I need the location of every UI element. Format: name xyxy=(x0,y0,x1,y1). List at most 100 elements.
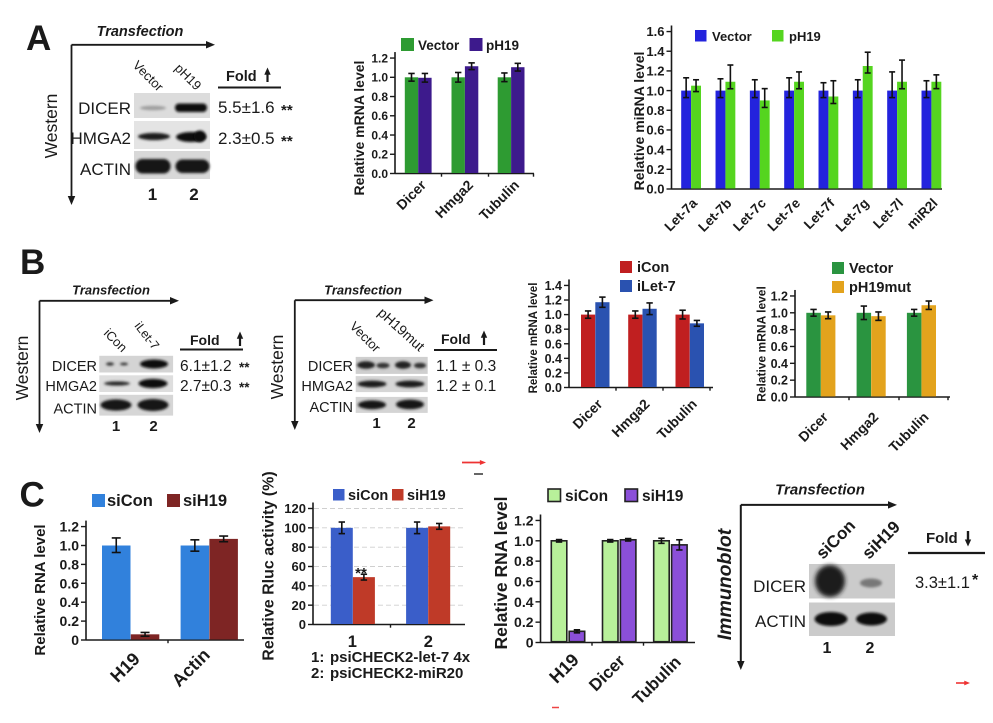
svg-text:**: ** xyxy=(281,102,293,119)
svg-text:0.6: 0.6 xyxy=(60,575,80,591)
svg-text:ACTIN: ACTIN xyxy=(310,400,354,416)
svg-text:HMGA2: HMGA2 xyxy=(301,379,353,395)
svg-text:Fold: Fold xyxy=(441,331,471,347)
svg-text:2: 2 xyxy=(866,640,875,657)
svg-text:40: 40 xyxy=(292,579,306,594)
svg-text:1.0: 1.0 xyxy=(545,308,562,322)
svg-text:2.7±0.3: 2.7±0.3 xyxy=(180,378,232,395)
svg-text:1: 1 xyxy=(348,633,357,651)
svg-text:ACTIN: ACTIN xyxy=(54,402,98,418)
svg-text:ACTIN: ACTIN xyxy=(80,160,131,179)
svg-text:DICER: DICER xyxy=(52,359,97,375)
svg-text:iLet-7: iLet-7 xyxy=(637,279,676,295)
svg-text:B: B xyxy=(20,243,45,282)
svg-text:siH19: siH19 xyxy=(407,488,446,504)
svg-text:DICER: DICER xyxy=(753,577,806,596)
svg-text:*: * xyxy=(972,572,979,589)
svg-text:**: ** xyxy=(239,360,250,375)
svg-text:0.0: 0.0 xyxy=(646,182,664,197)
svg-text:1.2: 1.2 xyxy=(60,519,80,535)
svg-text:1.0: 1.0 xyxy=(514,533,534,549)
svg-text:Relative RNA level: Relative RNA level xyxy=(491,496,511,649)
svg-text:DICER: DICER xyxy=(308,359,353,375)
svg-text:DICER: DICER xyxy=(78,99,131,118)
svg-text:0.4: 0.4 xyxy=(371,128,388,142)
svg-text:HMGA2: HMGA2 xyxy=(45,379,97,395)
svg-text:0.2: 0.2 xyxy=(514,614,534,630)
svg-text:1.0: 1.0 xyxy=(646,83,664,98)
svg-text:0: 0 xyxy=(299,617,306,632)
svg-text:ACTIN: ACTIN xyxy=(755,612,806,631)
svg-text:siCon: siCon xyxy=(107,492,153,510)
svg-text:0.0: 0.0 xyxy=(545,381,562,395)
svg-text:1.2: 1.2 xyxy=(371,51,388,65)
svg-text:**: ** xyxy=(355,565,367,582)
svg-text:1: 1 xyxy=(823,640,832,657)
svg-text:3.3±1.1: 3.3±1.1 xyxy=(915,574,970,592)
svg-text:Fold: Fold xyxy=(926,530,958,547)
svg-text:2: 2 xyxy=(149,418,157,435)
svg-text:20: 20 xyxy=(292,598,306,613)
svg-text:0.6: 0.6 xyxy=(646,123,664,138)
svg-text:Fold: Fold xyxy=(226,69,257,85)
svg-text:1.2 ± 0.1: 1.2 ± 0.1 xyxy=(436,378,496,395)
svg-text:2: 2 xyxy=(424,633,433,651)
svg-text:**: ** xyxy=(281,133,293,150)
svg-text:0.4: 0.4 xyxy=(60,594,80,610)
svg-text:Relative miRNA level: Relative miRNA level xyxy=(631,52,647,191)
svg-text:6.1±1.2: 6.1±1.2 xyxy=(180,358,232,375)
svg-text:Transfection: Transfection xyxy=(72,283,150,298)
svg-text:Relative mRNA level: Relative mRNA level xyxy=(528,283,540,394)
svg-text:0.6: 0.6 xyxy=(545,337,562,351)
svg-text:0: 0 xyxy=(526,635,534,651)
svg-text:1.2: 1.2 xyxy=(514,513,534,529)
svg-text:0.8: 0.8 xyxy=(646,103,664,118)
svg-text:siH19: siH19 xyxy=(183,492,227,510)
svg-text:psiCHECK2-let-7 4x: psiCHECK2-let-7 4x xyxy=(330,649,471,666)
svg-text:Western: Western xyxy=(12,336,32,401)
svg-text:0.6: 0.6 xyxy=(371,109,388,123)
svg-text:2: 2 xyxy=(189,185,198,204)
svg-text:Relative mRNA level: Relative mRNA level xyxy=(351,61,367,196)
svg-text:psiCHECK2-miR20: psiCHECK2-miR20 xyxy=(330,665,463,682)
svg-text:1.2: 1.2 xyxy=(646,64,664,79)
svg-text:Transfection: Transfection xyxy=(775,482,865,499)
svg-text:60: 60 xyxy=(292,559,306,574)
svg-text:1.4: 1.4 xyxy=(646,44,665,59)
svg-text:2:: 2: xyxy=(311,665,324,682)
svg-text:Vector: Vector xyxy=(418,38,460,53)
svg-text:C: C xyxy=(20,476,45,515)
svg-text:1.0: 1.0 xyxy=(60,538,80,554)
svg-text:1.4: 1.4 xyxy=(545,279,562,293)
svg-text:1.0: 1.0 xyxy=(771,306,788,320)
svg-text:0.2: 0.2 xyxy=(771,374,788,388)
svg-text:Vector: Vector xyxy=(712,29,752,44)
svg-text:1: 1 xyxy=(372,415,380,432)
svg-text:2: 2 xyxy=(407,415,415,432)
svg-text:HMGA2: HMGA2 xyxy=(71,129,131,148)
svg-text:5.5±1.6: 5.5±1.6 xyxy=(218,98,275,117)
svg-text:siH19: siH19 xyxy=(642,488,684,505)
svg-text:1.2: 1.2 xyxy=(545,294,562,308)
svg-text:Western: Western xyxy=(267,335,287,400)
svg-text:Fold: Fold xyxy=(190,332,220,348)
svg-text:0.8: 0.8 xyxy=(60,556,80,572)
svg-text:1.6: 1.6 xyxy=(646,24,664,39)
svg-text:1.2: 1.2 xyxy=(771,289,788,303)
svg-text:pH19: pH19 xyxy=(486,38,519,53)
svg-text:0.8: 0.8 xyxy=(514,553,534,569)
svg-text:Western: Western xyxy=(41,94,61,159)
svg-text:2.3±0.5: 2.3±0.5 xyxy=(218,129,275,148)
svg-text:Transfection: Transfection xyxy=(97,24,184,40)
svg-text:1:: 1: xyxy=(311,649,324,666)
svg-text:Transfection: Transfection xyxy=(324,283,402,298)
svg-text:Relative mRNA level: Relative mRNA level xyxy=(755,286,769,402)
svg-text:0.0: 0.0 xyxy=(371,167,388,181)
svg-text:0.2: 0.2 xyxy=(371,148,388,162)
svg-text:Relative Rluc activity (%): Relative Rluc activity (%) xyxy=(261,471,278,660)
svg-text:A: A xyxy=(26,19,51,58)
svg-text:0.4: 0.4 xyxy=(771,357,788,371)
svg-text:pH19: pH19 xyxy=(789,29,821,44)
svg-text:siCon: siCon xyxy=(348,488,388,504)
svg-text:0.2: 0.2 xyxy=(60,613,80,629)
